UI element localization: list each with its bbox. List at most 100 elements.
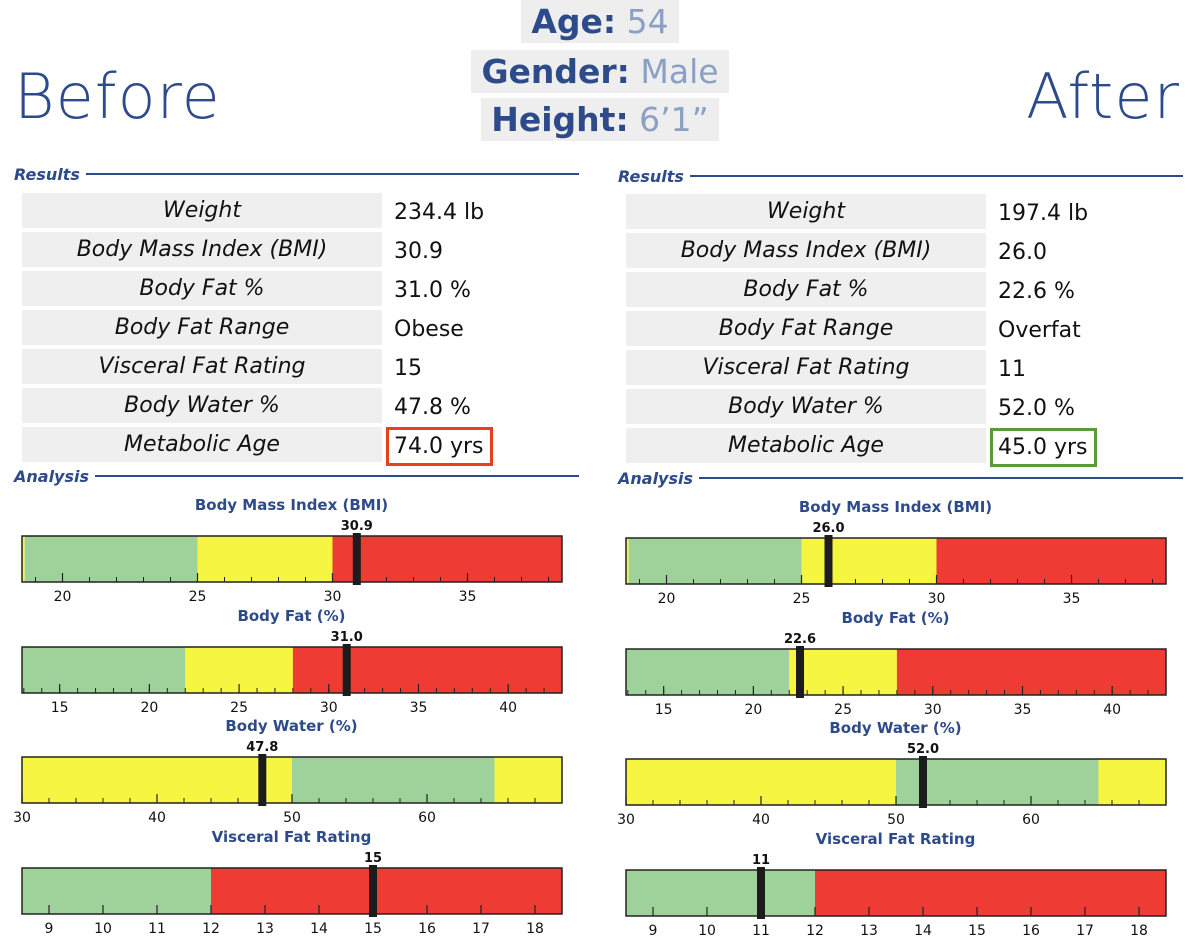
results-rule bbox=[689, 175, 1183, 177]
bar-frame bbox=[625, 648, 1167, 696]
results-table: Weight 234.4 lb Body Mass Index (BMI) 30… bbox=[22, 193, 570, 466]
zone-yellow bbox=[494, 757, 562, 803]
tick-label: 20 bbox=[140, 700, 158, 716]
marker-label: 30.9 bbox=[341, 519, 373, 534]
result-row-bmi: Body Mass Index (BMI) 30.9 bbox=[22, 232, 570, 267]
result-value-cell: 52.0 % bbox=[986, 389, 1174, 424]
before-title: Before bbox=[14, 60, 221, 133]
metabolic-age-highlight: 74.0 yrs bbox=[386, 427, 493, 466]
marker-label: 52.0 bbox=[907, 742, 939, 757]
tick-label: 60 bbox=[1022, 812, 1040, 828]
result-value: 15 bbox=[394, 356, 422, 381]
height-key: Height: bbox=[491, 100, 629, 139]
marker-bar bbox=[258, 754, 267, 806]
analysis-rule bbox=[95, 475, 579, 477]
tick-label: 16 bbox=[1022, 923, 1040, 939]
bar-frame bbox=[625, 869, 1167, 917]
result-label: Body Fat Range bbox=[22, 310, 382, 345]
gender-row: Gender: Male bbox=[0, 50, 1200, 93]
result-value-cell: Obese bbox=[382, 310, 570, 345]
result-label: Weight bbox=[626, 194, 986, 229]
tick-label: 20 bbox=[658, 591, 676, 607]
results-label: Results bbox=[14, 164, 80, 184]
result-row-visceral-fat: Visceral Fat Rating 15 bbox=[22, 349, 570, 384]
tick-label: 9 bbox=[649, 923, 658, 939]
after-title: After bbox=[1026, 60, 1180, 133]
marker-bar bbox=[342, 644, 351, 696]
result-label: Visceral Fat Rating bbox=[626, 350, 986, 385]
tick-label: 25 bbox=[793, 591, 811, 607]
chart-title-body-fat: Body Fat (%) bbox=[237, 607, 346, 625]
age-box: Age: 54 bbox=[521, 0, 679, 43]
tick-label: 50 bbox=[887, 812, 905, 828]
tick-label: 15 bbox=[364, 921, 382, 937]
result-value-cell: 47.8 % bbox=[382, 388, 570, 423]
zone-green bbox=[24, 536, 198, 582]
marker-bar bbox=[919, 756, 927, 808]
result-label: Weight bbox=[22, 193, 382, 228]
zone-green bbox=[626, 649, 790, 695]
marker-bar bbox=[369, 865, 377, 917]
marker-label: 47.8 bbox=[246, 740, 278, 755]
metabolic-age-highlight: 45.0 yrs bbox=[990, 428, 1097, 467]
result-row-weight: Weight 197.4 lb bbox=[626, 194, 1174, 229]
result-row-body-water: Body Water % 47.8 % bbox=[22, 388, 570, 423]
marker-label: 31.0 bbox=[331, 630, 363, 645]
tick-label: 30 bbox=[13, 810, 31, 826]
bar-frame bbox=[21, 867, 563, 915]
result-label: Body Water % bbox=[22, 388, 382, 423]
tick-label: 17 bbox=[472, 921, 490, 937]
chart-title-body-water: Body Water (%) bbox=[225, 717, 358, 735]
tick-label: 40 bbox=[148, 810, 166, 826]
result-row-body-fat-range: Body Fat Range Overfat bbox=[626, 311, 1174, 346]
result-value-cell: 31.0 % bbox=[382, 271, 570, 306]
result-value: 234.4 lb bbox=[394, 200, 485, 225]
marker-label: 11 bbox=[752, 853, 770, 868]
zone-red bbox=[211, 868, 562, 914]
zone-yellow bbox=[801, 538, 937, 584]
marker-label: 26.0 bbox=[812, 521, 844, 536]
analysis-label: Analysis bbox=[618, 468, 694, 488]
result-value-cell: 197.4 lb bbox=[986, 194, 1174, 229]
tick-label: 14 bbox=[310, 921, 328, 937]
result-row-body-fat: Body Fat % 22.6 % bbox=[626, 272, 1174, 307]
body-fat-chart: 15 20 25 30 35 40 31.0 bbox=[21, 630, 563, 716]
result-label: Body Fat Range bbox=[626, 311, 986, 346]
tick-label: 16 bbox=[418, 921, 436, 937]
zone-green bbox=[626, 870, 815, 916]
height-row: Height: 6’1” bbox=[0, 98, 1200, 141]
marker-bar bbox=[824, 535, 833, 587]
tick-label: 30 bbox=[924, 702, 942, 718]
bmi-chart: 20 25 30 35 30.9 bbox=[21, 519, 563, 605]
tick-label: 15 bbox=[51, 700, 69, 716]
body-fat-chart: 15 20 25 30 35 40 22.6 bbox=[625, 632, 1167, 718]
chart-title-bmi: Body Mass Index (BMI) bbox=[194, 496, 389, 514]
results-header: Results bbox=[14, 164, 579, 184]
result-value: 11 bbox=[998, 357, 1026, 382]
tick-label: 9 bbox=[45, 921, 54, 937]
tick-label: 18 bbox=[1130, 923, 1148, 939]
visceral-fat-chart: 9 10 11 12 13 14 15 16 17 18 11 bbox=[625, 853, 1167, 939]
chart-title-visceral-fat: Visceral Fat Rating bbox=[211, 828, 372, 846]
result-value: 31.0 % bbox=[394, 278, 471, 303]
result-value: 26.0 bbox=[998, 240, 1047, 265]
body-water-chart: 30 40 50 60 47.8 bbox=[13, 740, 563, 826]
result-value: 30.9 bbox=[394, 239, 443, 264]
result-value-cell: 234.4 lb bbox=[382, 193, 570, 228]
result-label: Body Water % bbox=[626, 389, 986, 424]
marker-label: 15 bbox=[364, 851, 382, 866]
zone-red bbox=[936, 538, 1166, 584]
tick-label: 30 bbox=[324, 589, 342, 605]
zone-yellow bbox=[626, 538, 629, 584]
tick-label: 12 bbox=[202, 921, 220, 937]
zone-green bbox=[292, 757, 495, 803]
result-value: Obese bbox=[394, 317, 464, 342]
analysis-header: Analysis bbox=[618, 468, 1183, 488]
chart-title-body-water: Body Water (%) bbox=[829, 719, 962, 737]
tick-label: 15 bbox=[968, 923, 986, 939]
result-row-body-water: Body Water % 52.0 % bbox=[626, 389, 1174, 424]
zone-green bbox=[628, 538, 802, 584]
zone-yellow bbox=[1098, 759, 1166, 805]
zone-yellow bbox=[22, 536, 25, 582]
tick-label: 30 bbox=[617, 812, 635, 828]
